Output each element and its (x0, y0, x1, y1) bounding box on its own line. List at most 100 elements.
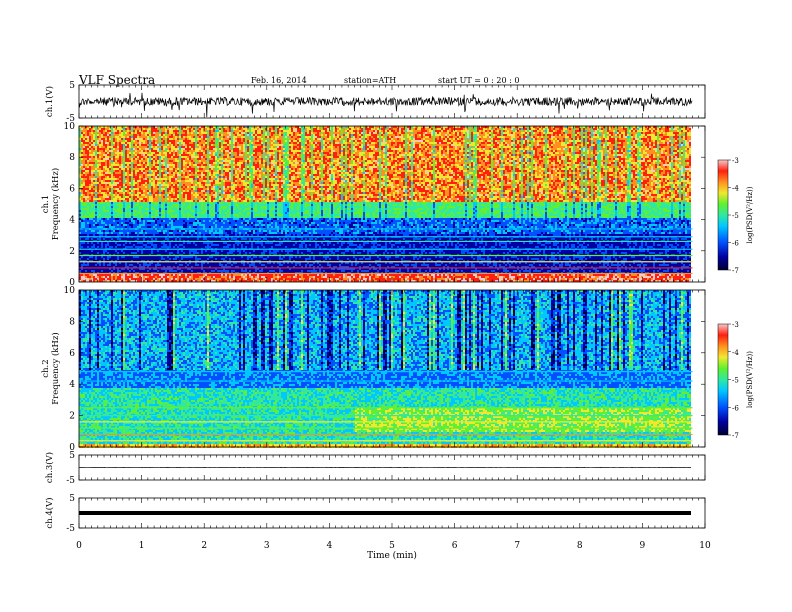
spectrogram-cell (93, 164, 95, 166)
spectrogram-cell (83, 170, 85, 172)
spectrogram-cell (83, 206, 85, 208)
spectrogram-cell (93, 230, 95, 232)
spectrogram-cell (85, 144, 87, 146)
spectrogram-cell (97, 146, 99, 148)
spectrogram-cell (91, 170, 93, 172)
spectrogram-cell (89, 278, 91, 280)
spectrogram-cell (87, 132, 89, 134)
spectrogram-cell (85, 134, 87, 136)
spectrogram-cell (91, 146, 93, 148)
spectrogram-cell (91, 224, 93, 226)
spectrogram-cell (97, 186, 99, 188)
spectrogram-cell (91, 202, 93, 204)
spectrogram-cell (83, 162, 85, 164)
spectrogram-cell (87, 140, 89, 142)
spectrogram-cell (81, 224, 83, 226)
spectrogram-cell (97, 194, 99, 196)
spectrogram-cell (85, 164, 87, 166)
spectrogram-cell (97, 226, 99, 228)
spectrogram-cell (97, 206, 99, 208)
spectrogram-cell (95, 220, 97, 222)
spectrogram-cell (83, 182, 85, 184)
spectrogram-cell (95, 238, 97, 240)
spectrogram-cell (85, 174, 87, 176)
spectrogram-cell (93, 160, 95, 162)
spectrogram-cell (83, 148, 85, 150)
spectrogram-cell (85, 212, 87, 214)
spectrogram-cell (93, 136, 95, 138)
spectrogram-cell (87, 276, 89, 278)
spectrogram-cell (95, 144, 97, 146)
spectrogram-cell (83, 252, 85, 254)
spectrogram-cell (99, 146, 101, 148)
spectrogram-cell (97, 134, 99, 136)
spectrogram-cell (93, 238, 95, 240)
spectrogram-cell (91, 208, 93, 210)
spectrogram-cell (85, 176, 87, 178)
spectrogram-cell (93, 152, 95, 154)
spectrogram-cell (81, 232, 83, 234)
spectrogram-cell (81, 132, 83, 134)
spectrogram-cell (93, 208, 95, 210)
spectrogram-cell (95, 188, 97, 190)
spectrogram-cell (95, 190, 97, 192)
spectrogram-cell (99, 148, 101, 150)
spectrogram-cell (95, 232, 97, 234)
spectrogram-cell (81, 206, 83, 208)
spectrogram-cell (87, 216, 89, 218)
spectrogram-cell (83, 160, 85, 162)
spectrogram-cell (89, 202, 91, 204)
spectrogram-cell (91, 148, 93, 150)
spectrogram-cell (87, 214, 89, 216)
waveform-trace (79, 93, 692, 117)
spectrogram-cell (97, 156, 99, 158)
spectrogram-cell (89, 196, 91, 198)
spectrogram-cell (91, 204, 93, 206)
spectrogram-cell (81, 244, 83, 246)
spectrogram-cell (97, 162, 99, 164)
spectrogram-cell (93, 216, 95, 218)
spectrogram-cell (81, 180, 83, 182)
spectrogram-cell (93, 156, 95, 158)
spectrogram-cell (97, 246, 99, 248)
spectrogram-cell (95, 212, 97, 214)
spectrogram-cell (97, 188, 99, 190)
spectrogram-cell (89, 238, 91, 240)
spectrogram-cell (93, 186, 95, 188)
spectrogram-cell (95, 172, 97, 174)
spectrogram-cell (91, 130, 93, 132)
spectrogram-cell (85, 162, 87, 164)
spectrogram-cell (81, 190, 83, 192)
spectrogram-cell (99, 220, 101, 222)
spectrogram-cell (93, 146, 95, 148)
spectrogram-cell (83, 212, 85, 214)
spectrogram-cell (87, 224, 89, 226)
spectrogram-cell (85, 204, 87, 206)
spectrogram-cell (95, 244, 97, 246)
spectrogram-cell (85, 198, 87, 200)
spectrogram-cell (83, 264, 85, 266)
waveform-ch1 (79, 93, 692, 117)
spectrogram-cell (81, 222, 83, 224)
spectrogram-cell (81, 230, 83, 232)
spectrogram-cell (97, 196, 99, 198)
spectrogram-cell (89, 234, 91, 236)
spectrogram-cell (97, 184, 99, 186)
spectrogram-cell (85, 160, 87, 162)
spectrogram-cell (83, 224, 85, 226)
spectrogram-cell (83, 278, 85, 280)
spectrogram-cell (97, 202, 99, 204)
spectrogram-cell (81, 256, 83, 258)
spectrogram-cell (93, 182, 95, 184)
spectrogram-cell (99, 140, 101, 142)
spectrogram-cell (81, 202, 83, 204)
spectrogram-cell (95, 132, 97, 134)
spectrogram-cell (91, 136, 93, 138)
spectrogram-cell (87, 270, 89, 272)
spectrogram-cell (89, 170, 91, 172)
spectrogram-cell (81, 168, 83, 170)
spectrogram-cell (95, 168, 97, 170)
spectrogram-cell (85, 196, 87, 198)
spectrogram-cell (85, 140, 87, 142)
spectrogram-cell (99, 206, 101, 208)
